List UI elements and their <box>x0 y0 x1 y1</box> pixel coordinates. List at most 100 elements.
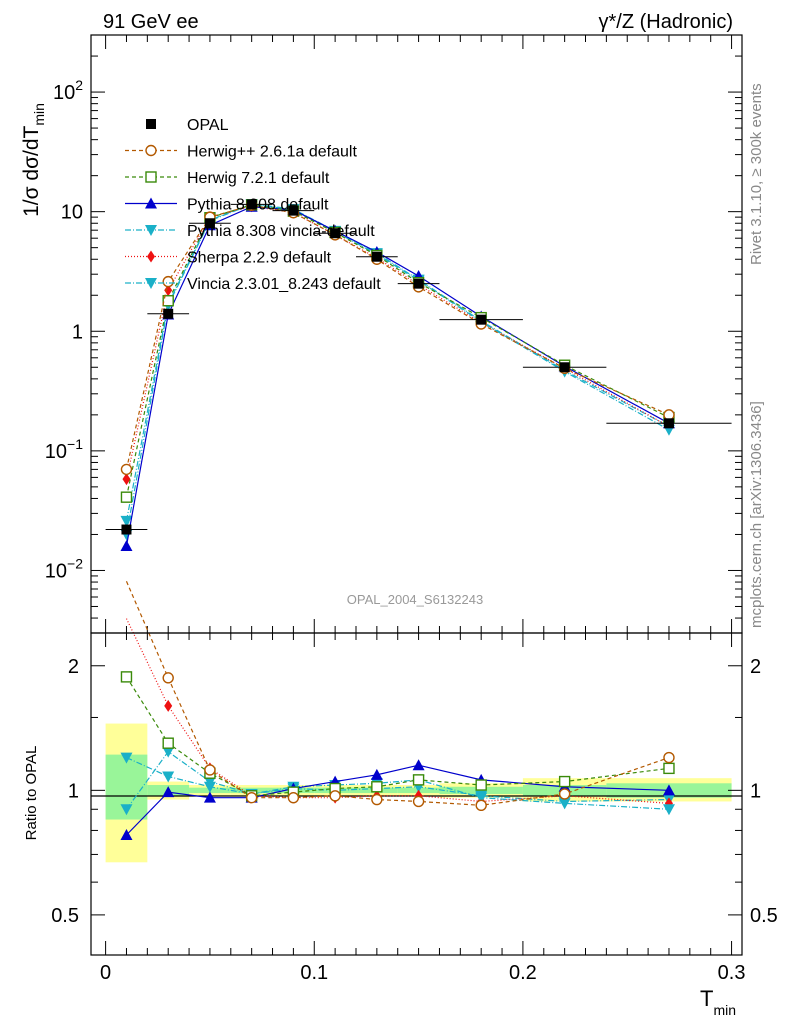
ratio-y-tick-label: 1 <box>68 780 79 802</box>
x-axis-label: Tmin <box>700 986 736 1018</box>
ratio-point <box>412 759 425 771</box>
ratio-point <box>663 751 675 764</box>
data-point <box>413 278 424 289</box>
ratio-point <box>329 790 341 802</box>
series-line <box>125 204 670 498</box>
legend-marker <box>145 197 157 209</box>
x-tick-label: 0.3 <box>718 962 746 984</box>
legend-marker <box>146 119 156 129</box>
data-point <box>476 314 487 325</box>
ratio-point <box>412 795 425 808</box>
ratio-point <box>475 799 487 812</box>
legend-entry: Pythia 8.308 default <box>125 197 329 214</box>
ratio-point <box>204 764 216 776</box>
ratio-point <box>475 779 487 791</box>
legend-entry: Pythia 8.308 vincia-default <box>125 223 375 240</box>
data-point <box>162 275 174 288</box>
legend-label: OPAL <box>187 117 229 134</box>
legend-marker <box>145 171 157 183</box>
ratio-point <box>120 752 133 764</box>
ratio-point <box>662 784 675 796</box>
legend-label: Sherpa 2.2.9 default <box>187 250 332 267</box>
data-point <box>164 284 173 297</box>
series-sherpa-2-2-9-default <box>122 200 673 486</box>
main-y-axis-label: 1/σ dσ/dTmin <box>20 103 47 217</box>
series-herwig-2-6-1a-default <box>120 199 675 476</box>
header-left-label: 91 GeV ee <box>103 11 199 33</box>
legend-label: Herwig++ 2.6.1a default <box>187 144 357 161</box>
data-point <box>288 205 299 216</box>
rivet-version-label: Rivet 3.1.10, ≥ 300k events <box>748 83 765 265</box>
ratio-y-tick-label: 2 <box>68 656 79 678</box>
x-tick-label: 0.2 <box>509 962 537 984</box>
series-line <box>125 204 670 470</box>
series-opal <box>105 199 732 535</box>
ratio-point <box>412 774 425 786</box>
ratio-panel-frame <box>90 632 743 956</box>
ratio-point <box>203 776 216 788</box>
ratio-point <box>162 786 175 798</box>
main-y-tick-label: 10 <box>61 202 83 224</box>
ratio-point <box>120 671 133 683</box>
main-y-tick-label: 1 <box>72 321 83 343</box>
legend-entry: Vincia 2.3.01_8.243 default <box>125 276 381 293</box>
main-y-tick-label: 10−1 <box>45 436 83 463</box>
data-point <box>120 540 133 552</box>
main-y-tick-label: 10−2 <box>45 555 83 582</box>
series-line <box>125 205 670 480</box>
legend-entry: Herwig 7.2.1 default <box>125 170 330 187</box>
data-point <box>330 228 341 239</box>
series-herwig-7-2-1-default <box>120 199 675 503</box>
ratio-point <box>662 804 675 816</box>
ratio-point <box>162 737 174 749</box>
legend-entry: Herwig++ 2.6.1a default <box>125 144 357 161</box>
data-point <box>122 473 131 486</box>
ratio-point <box>120 804 133 816</box>
x-tick-label: 0 <box>100 962 111 984</box>
ratio-point <box>164 699 173 712</box>
ratio-point <box>120 828 133 840</box>
ratio-panel: 0 0.1 0.2 0.3 0.5 0.5 1 1 2 2 <box>51 581 778 984</box>
legend-label: Pythia 8.308 vincia-default <box>187 223 375 240</box>
ratio-point <box>203 791 216 803</box>
ratio-point <box>162 746 175 758</box>
header-right-label: γ*/Z (Hadronic) <box>599 11 733 33</box>
legend-marker <box>145 144 157 157</box>
ratio-point <box>558 798 571 810</box>
ratio-y-tick-label: 0.5 <box>51 905 79 927</box>
ratio-point <box>475 792 488 804</box>
series-vincia-2-3-01-8-243-default <box>120 198 675 527</box>
ratio-series-herwig-2-6-1a-default <box>125 581 675 812</box>
legend-label: Vincia 2.3.01_8.243 default <box>187 276 381 293</box>
ratio-point <box>558 775 571 788</box>
data-point <box>663 418 674 429</box>
main-panel: 10−2 10−1 1 10 102 OPAL_2004_S6132243 OPAL He… <box>45 34 743 634</box>
ratio-point <box>287 791 300 804</box>
legend-marker <box>147 250 155 263</box>
ratio-point <box>371 793 383 806</box>
legend-entry: OPAL <box>146 117 229 134</box>
ratio-point <box>162 672 174 684</box>
data-point <box>371 251 382 262</box>
ratio-point <box>558 788 571 800</box>
legend-label: Herwig 7.2.1 default <box>187 170 330 187</box>
data-point <box>559 362 570 373</box>
data-point <box>121 524 132 535</box>
legend-marker <box>145 225 157 236</box>
ratio-point <box>663 762 675 775</box>
ratio-point <box>162 771 175 783</box>
ratio-y-tick-label-right: 0.5 <box>750 905 778 927</box>
legend-marker <box>145 278 157 289</box>
data-point <box>162 295 174 307</box>
ratio-y-axis-label: Ratio to OPAL <box>23 746 40 841</box>
ratio-point <box>245 791 258 804</box>
ratio-point <box>371 781 383 793</box>
main-y-tick-label: 102 <box>53 77 83 104</box>
mcplots-label: mcplots.cern.ch [arXiv:1306.3436] <box>748 401 765 628</box>
legend-entry: Sherpa 2.2.9 default <box>125 250 332 267</box>
data-point <box>120 491 133 503</box>
ratio-y-tick-label-right: 2 <box>750 656 761 678</box>
ratio-y-tick-label-right: 1 <box>750 780 761 802</box>
data-point <box>120 463 133 476</box>
